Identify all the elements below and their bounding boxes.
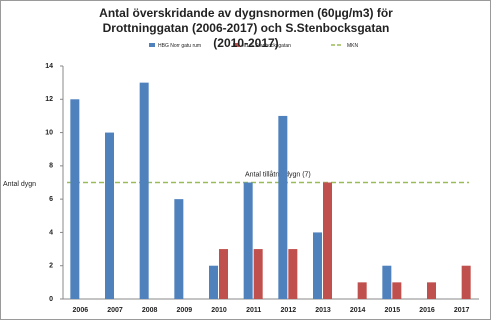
x-tick-label: 2009 (177, 307, 193, 314)
bar (243, 182, 253, 299)
legend-label: MKN (347, 43, 359, 49)
chart-title: Antal överskridande av dygnsnormen (60µg… (99, 6, 393, 50)
bar (70, 99, 80, 300)
y-tick-label: 0 (49, 296, 53, 303)
bar (392, 282, 402, 299)
x-tick-label: 2010 (211, 307, 227, 314)
legend-swatch (233, 43, 239, 47)
bar (313, 232, 322, 299)
x-tick-label: 2008 (142, 307, 158, 314)
x-tick-label: 2007 (107, 307, 123, 314)
bar (461, 265, 471, 299)
x-tick-label: 2014 (350, 307, 366, 314)
y-tick-label: 14 (45, 63, 53, 70)
legend-label: HBG Norr gatu rum (158, 43, 201, 49)
x-tick-label: 2016 (419, 307, 435, 314)
bar (139, 82, 149, 300)
bar (427, 282, 436, 299)
x-tick-label: 2017 (454, 307, 470, 314)
bar (253, 249, 263, 299)
bar (174, 199, 184, 299)
bar (357, 282, 367, 299)
x-tick-label: 2006 (73, 307, 89, 314)
bar (288, 249, 298, 299)
bar (323, 182, 332, 299)
legend-swatch (149, 43, 155, 47)
bar (105, 132, 114, 299)
bar (382, 265, 392, 299)
y-tick-label: 6 (49, 196, 53, 203)
y-tick-label: 10 (45, 129, 53, 136)
x-tick-label: 2015 (385, 307, 401, 314)
x-tick-label: 2012 (281, 307, 297, 314)
y-tick-label: 12 (45, 96, 53, 103)
bar (209, 265, 218, 299)
bar (219, 249, 228, 299)
y-tick-label: 4 (49, 229, 53, 236)
legend-label: M1 S.Stenbocksgatan (242, 43, 291, 49)
x-tick-label: 2011 (246, 307, 261, 314)
annotation: Antal tillåtna dygn (7) (245, 170, 311, 178)
y-axis-label: Antal dygn (3, 181, 36, 188)
bar (278, 115, 288, 299)
y-tick-label: 2 (49, 263, 53, 270)
y-tick-label: 8 (49, 163, 53, 170)
x-tick-label: 2013 (315, 307, 331, 314)
